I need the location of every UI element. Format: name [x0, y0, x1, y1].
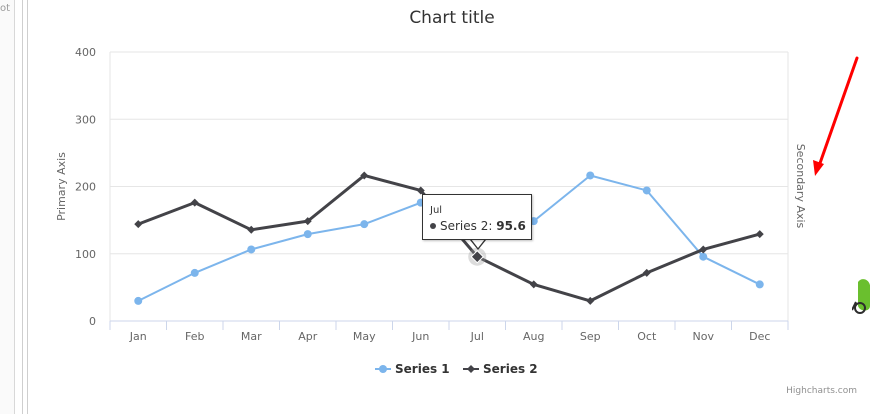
data-point [529, 280, 538, 289]
red-arrow-shaft [817, 56, 859, 168]
data-point [642, 268, 651, 277]
tooltip-series-name: Series 2 [440, 219, 489, 233]
x-tick-label: Apr [298, 330, 318, 343]
data-point [586, 171, 595, 180]
y-tick-label: 100 [75, 248, 96, 261]
x-tick-label: Oct [637, 330, 657, 343]
secondary-axis-title: Secondary Axis [794, 144, 807, 229]
data-point [755, 230, 764, 239]
data-point [134, 220, 143, 229]
tooltip-row: Series 2: 95.6 [430, 219, 526, 233]
green-mascot-icon [852, 279, 870, 314]
legend-item-label: Series 2 [483, 362, 538, 376]
data-point [586, 296, 595, 305]
chart-tooltip: Jul Series 2: 95.6 [422, 194, 532, 240]
axes: Chart title 0 100 200 300 400 Jan Feb Mar Apr May J… [55, 8, 807, 343]
tooltip-category: Jul [430, 205, 443, 216]
x-tick-label: Jan [129, 330, 147, 343]
data-point [303, 217, 312, 226]
tooltip-pointer-fill [471, 239, 485, 248]
data-point [755, 280, 764, 289]
x-tick-label: Dec [749, 330, 770, 343]
x-tick-label: May [353, 330, 376, 343]
data-point [247, 225, 256, 234]
credits-link[interactable]: Highcharts.com [786, 386, 857, 396]
x-tick-label: Mar [241, 330, 262, 343]
data-point [699, 252, 708, 261]
data-point [360, 220, 369, 229]
data-point [303, 230, 312, 239]
legend-marker [467, 365, 475, 373]
y-tick-label: 400 [75, 46, 96, 59]
data-point [134, 296, 143, 305]
grid-lines [109, 51, 789, 321]
x-tick-label: Nov [693, 330, 715, 343]
data-point [247, 245, 256, 254]
y-tick-label: 200 [75, 181, 96, 194]
tooltip-series-dot [430, 223, 436, 229]
x-tick-label: Feb [185, 330, 204, 343]
data-point [190, 198, 199, 207]
primary-axis-title: Primary Axis [55, 152, 68, 221]
data-point [360, 171, 369, 180]
left-side-panel: ot [0, 0, 15, 414]
left-panel-text-fragment: ot [0, 3, 11, 14]
y-tick-label: 0 [89, 315, 96, 328]
chart-title: Chart title [409, 8, 494, 28]
x-tick-label: Jul [470, 330, 484, 343]
data-point [470, 250, 484, 264]
red-arrow-annotation [813, 56, 859, 176]
y-tick-label: 300 [75, 113, 96, 126]
x-tick-label: Jun [411, 330, 429, 343]
panel-splitter-handle[interactable] [22, 0, 28, 414]
tooltip-value: 95.6 [496, 219, 526, 233]
red-arrow-head [813, 160, 824, 176]
legend[interactable]: Series 1 Series 2 [375, 362, 538, 376]
data-point [642, 186, 651, 195]
x-tick-label: Aug [523, 330, 544, 343]
legend-item-label: Series 1 [395, 362, 450, 376]
data-point [416, 186, 425, 195]
x-tick-label: Sep [580, 330, 601, 343]
data-point [190, 268, 199, 277]
tooltip-separator: : [488, 219, 493, 233]
data-point [699, 245, 708, 254]
legend-marker [379, 365, 387, 373]
